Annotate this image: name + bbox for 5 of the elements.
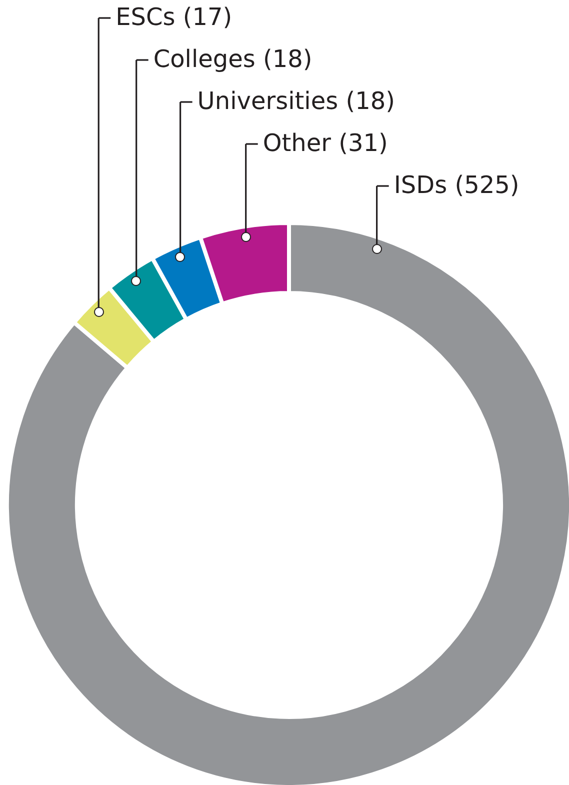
slice-label: ESCs (17) — [116, 3, 232, 31]
slice-label: ISDs (525) — [394, 171, 520, 199]
slice-label: Colleges (18) — [153, 45, 312, 73]
slice-label: Other (31) — [262, 129, 388, 157]
slice-label: Universities (18) — [197, 87, 396, 115]
